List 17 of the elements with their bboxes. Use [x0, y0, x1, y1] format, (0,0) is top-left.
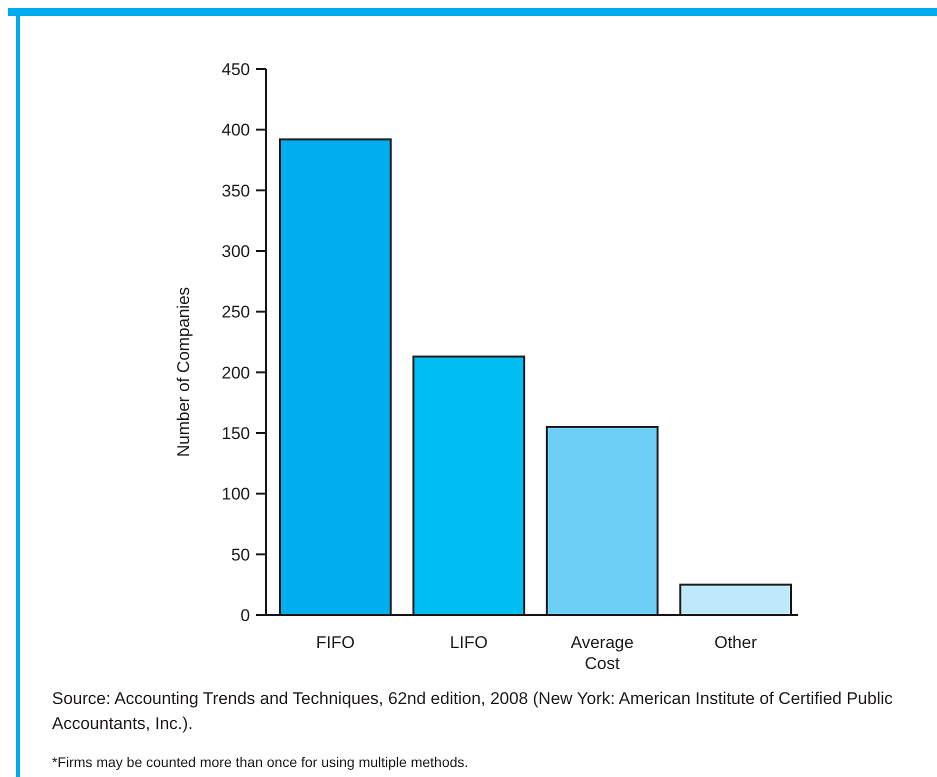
y-tick-label: 100	[222, 484, 250, 504]
x-tick-label: LIFO	[450, 633, 488, 652]
y-tick-label: 350	[222, 181, 250, 200]
y-tick-label: 250	[222, 302, 250, 322]
y-tick-label: 50	[231, 545, 250, 564]
y-tick-label: 300	[222, 242, 250, 261]
x-tick-label: Average Cost	[570, 633, 634, 673]
y-tick-label: 0	[240, 606, 250, 625]
source-note: Source: Accounting Trends and Techniques, 62nd edition, 2008 (New York: American Institute of Certified Public Accountants, Inc.).	[52, 688, 894, 735]
y-tick-label: 200	[222, 363, 250, 382]
x-tick-label: Other	[714, 633, 758, 652]
y-tick-label: 150	[222, 424, 250, 443]
text: *Firms may be counted more than once for using multiple methods.	[52, 753, 470, 772]
y-tick-label: 400	[222, 120, 250, 140]
y-axis-title: Number of Companies	[174, 286, 193, 458]
x-tick-label: FIFO	[316, 633, 355, 652]
y-tick-label: 450	[222, 60, 250, 79]
